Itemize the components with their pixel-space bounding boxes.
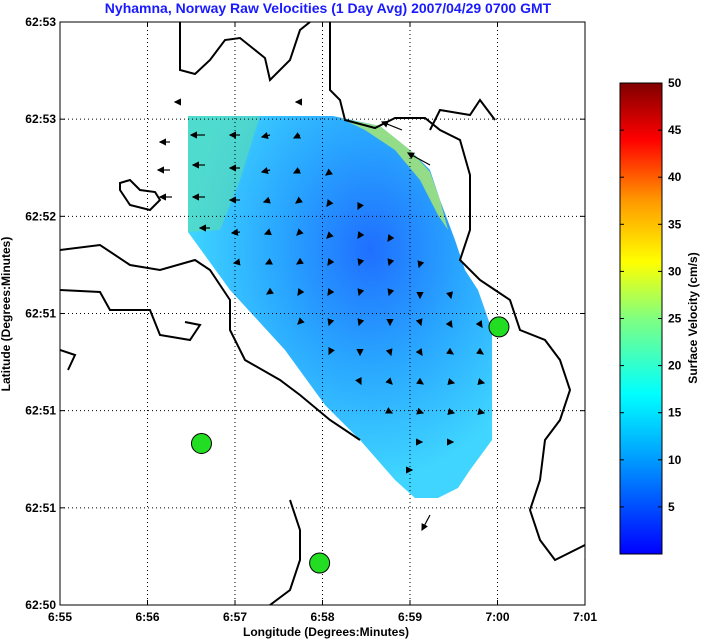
velocity-arrow (327, 318, 335, 327)
velocity-arrow (406, 152, 431, 166)
velocity-arrow (357, 202, 364, 211)
x-tick-label: 6:56 (135, 610, 159, 624)
velocity-arrow (447, 378, 456, 386)
velocity-arrow (296, 228, 304, 236)
y-axis-label: Latitude (Degrees:Minutes) (0, 237, 13, 392)
velocity-arrow (416, 407, 425, 415)
velocity-arrow (260, 132, 271, 140)
velocity-arrow (328, 347, 335, 356)
velocity-arrow (445, 320, 453, 328)
velocity-arrow (417, 260, 425, 269)
velocity-field-edge (188, 116, 260, 232)
velocity-arrow (385, 407, 394, 414)
station-marker (190, 433, 212, 455)
velocity-arrow (446, 291, 454, 300)
velocity-arrow (385, 377, 393, 385)
velocity-field-ridge (340, 118, 448, 230)
colorbar-tick-label: 10 (668, 453, 682, 467)
y-tick-label: 62:50 (25, 598, 56, 612)
velocity-arrow (230, 228, 241, 236)
velocity-arrow (264, 258, 273, 265)
velocity-arrow (387, 234, 395, 242)
velocity-arrow (415, 318, 423, 327)
velocity-arrow (475, 320, 483, 328)
velocity-arrow (476, 347, 484, 355)
y-tick-label: 62:53 (25, 15, 56, 29)
x-tick-label: 7:00 (485, 610, 509, 624)
colorbar-tick-label: 40 (668, 170, 682, 184)
y-tick-label: 62:52 (25, 209, 56, 223)
velocity-arrow (326, 199, 334, 207)
y-tick-label: 62:51 (25, 404, 56, 418)
colorbar (619, 82, 663, 555)
velocity-arrow (292, 167, 301, 174)
velocity-arrow (416, 377, 424, 385)
chart-title: Nyhamna, Norway Raw Velocities (1 Day Av… (105, 0, 552, 16)
station-marker (488, 316, 510, 338)
velocity-arrow (446, 347, 454, 355)
colorbar-ticks: 5 10 15 20 25 30 35 40 45 50 (620, 76, 682, 514)
colorbar-tick-label: 45 (668, 123, 682, 137)
velocity-arrow (327, 258, 335, 266)
velocity-arrow (266, 287, 274, 295)
velocity-arrow (296, 257, 304, 265)
y-tick-label: 62:53 (25, 112, 56, 126)
velocity-arrow (387, 288, 395, 297)
velocity-field (188, 116, 492, 498)
velocity-arrow (357, 258, 365, 267)
velocity-arrow (292, 132, 301, 139)
colorbar-tick-label: 15 (668, 406, 682, 420)
x-axis-ticks: 6:55 6:56 6:57 6:58 6:59 7:00 7:01 (48, 22, 597, 624)
velocity-arrow (263, 228, 272, 236)
y-axis-ticks: 62:53 62:53 62:52 62:51 62:51 62:51 62:50 (25, 15, 585, 612)
velocity-arrow (295, 196, 303, 204)
velocity-arrow (262, 196, 271, 204)
x-tick-label: 7:01 (573, 610, 597, 624)
velocity-arrow (297, 288, 305, 296)
colorbar-label: Surface Velocity (cm/s) (686, 252, 700, 383)
velocity-arrow (421, 514, 431, 532)
y-tick-label: 62:51 (25, 501, 56, 515)
velocity-arrow (415, 348, 423, 356)
velocity-arrow (477, 408, 486, 416)
x-tick-label: 6:57 (223, 610, 247, 624)
colorbar-tick-label: 25 (668, 312, 682, 326)
velocity-arrow (385, 348, 393, 357)
station-marker (309, 552, 331, 574)
colorbar-tick-label: 50 (668, 76, 682, 90)
velocity-arrow (357, 231, 365, 239)
x-tick-label: 6:55 (48, 610, 72, 624)
velocity-arrow (387, 258, 395, 267)
x-tick-label: 6:59 (398, 610, 422, 624)
velocity-arrow (297, 317, 305, 325)
coastline (60, 22, 585, 605)
velocity-arrow (355, 377, 362, 386)
colorbar-tick-label: 35 (668, 217, 682, 231)
x-tick-label: 6:58 (310, 610, 334, 624)
velocity-arrow (447, 408, 456, 416)
velocity-arrow (260, 167, 271, 175)
colorbar-tick-label: 30 (668, 264, 682, 278)
y-tick-label: 62:51 (25, 307, 56, 321)
velocity-arrow (326, 231, 334, 239)
velocity-arrow (327, 288, 335, 296)
velocity-arrow (477, 378, 486, 386)
velocity-arrow (325, 168, 333, 176)
colorbar-tick-label: 20 (668, 359, 682, 373)
velocity-arrow (357, 318, 365, 327)
velocity-arrow (357, 288, 365, 297)
x-axis-label: Longitude (Degrees:Minutes) (243, 625, 409, 639)
station-markers (190, 316, 510, 574)
colorbar-tick-label: 5 (668, 500, 675, 514)
